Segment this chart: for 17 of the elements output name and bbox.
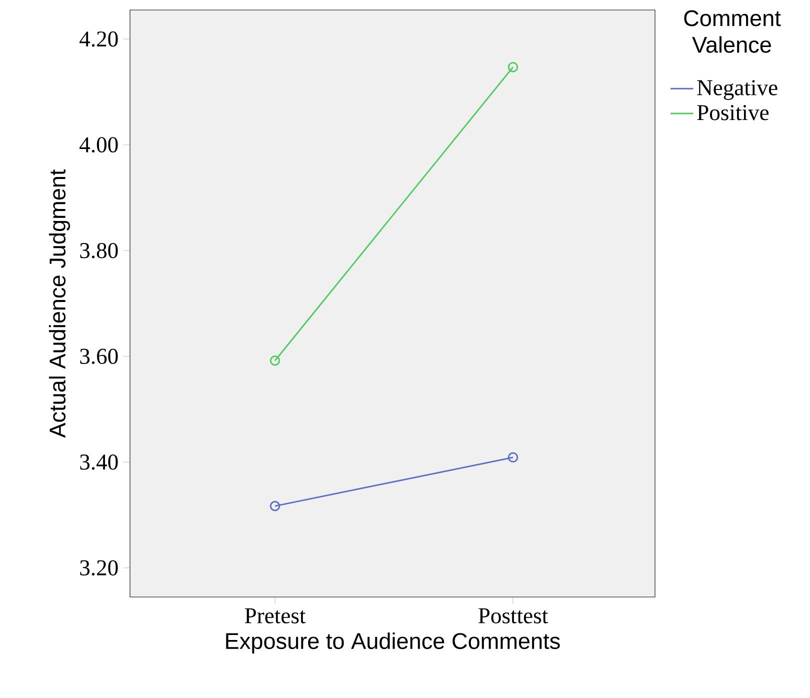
point [508,452,518,463]
point [270,500,280,512]
y-axis-title: Actual Audience Judgment [48,169,70,438]
x-tick-label: Posttest [478,608,548,624]
y-tick-label: 3.80 [80,242,118,258]
legend-label: Positive [697,105,769,120]
y-tick-label: 3.60 [80,348,118,364]
point [270,355,280,366]
y-tick-label: 4.20 [80,31,118,47]
y-tick-label: 4.00 [80,137,118,153]
point [508,62,518,72]
legend-label: Negative [697,80,778,100]
legend-title: Comment Valence [684,10,781,53]
y-tick-label: 3.40 [80,454,118,470]
y-tick-label: 3.20 [80,560,118,576]
x-tick-label: Pretest [244,608,306,624]
x-axis-title: Exposure to Audience Comments [226,632,560,654]
